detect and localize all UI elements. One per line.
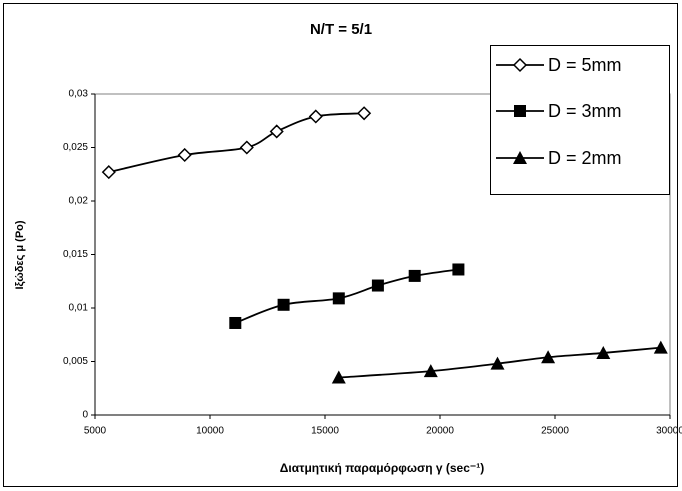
y-tick-label: 0,03 — [69, 89, 89, 100]
y-tick-label: 0,005 — [63, 356, 88, 367]
marker — [308, 109, 323, 124]
chart-title: N/T = 5/1 — [310, 21, 372, 38]
legend-marker — [512, 57, 528, 73]
marker — [423, 364, 438, 378]
marker — [408, 269, 421, 282]
x-tick-label: 15000 — [311, 426, 339, 437]
x-tick-label: 30000 — [656, 426, 682, 437]
legend-label: D = 3mm — [548, 101, 622, 121]
marker — [596, 345, 611, 359]
x-tick-label: 25000 — [541, 426, 569, 437]
marker — [653, 340, 668, 354]
marker — [239, 140, 254, 155]
x-tick-label: 20000 — [426, 426, 454, 437]
y-tick-label: 0 — [82, 410, 88, 421]
marker — [541, 350, 556, 364]
x-tick-label: 5000 — [84, 426, 107, 437]
y-axis-label: Ιξώδες μ (Po) — [14, 220, 26, 289]
x-axis-label: Διατμητική παραμόρφωση γ (sec⁻¹) — [280, 461, 484, 475]
marker — [490, 356, 505, 370]
marker — [101, 165, 116, 180]
y-tick-label: 0,02 — [69, 196, 89, 207]
marker — [332, 292, 345, 305]
y-tick-label: 0,025 — [63, 142, 88, 153]
y-tick-label: 0,015 — [63, 249, 88, 260]
marker — [331, 370, 346, 384]
marker — [357, 106, 372, 121]
legend-label: D = 2mm — [548, 148, 622, 168]
marker — [452, 263, 465, 276]
marker — [277, 298, 290, 311]
marker — [371, 279, 384, 292]
legend-label: D = 5mm — [548, 55, 622, 75]
y-tick-label: 0,01 — [69, 303, 89, 314]
marker — [269, 124, 284, 139]
legend-marker — [513, 151, 527, 164]
x-tick-label: 10000 — [196, 426, 224, 437]
marker — [177, 147, 192, 163]
marker — [229, 316, 242, 329]
legend: D = 5mm D = 3mm D = 2mm — [490, 45, 670, 195]
legend-marker — [514, 105, 526, 117]
